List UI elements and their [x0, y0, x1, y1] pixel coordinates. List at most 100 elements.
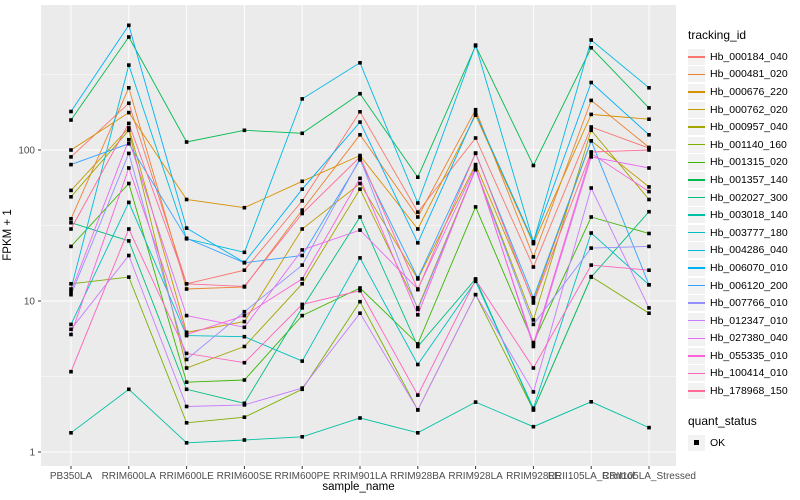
- data-point-square: [242, 344, 247, 349]
- data-point-square: [358, 187, 362, 191]
- data-point-square: [647, 197, 651, 202]
- data-point-square: [127, 227, 131, 231]
- data-point-square: [184, 313, 189, 318]
- legend-item: Hb_002027_300: [688, 189, 800, 207]
- data-point-square: [127, 141, 131, 146]
- data-point-square: [531, 299, 536, 303]
- panel-background: [41, 5, 676, 466]
- legend-item: Hb_000762_020: [688, 101, 800, 119]
- y-tick-label: 10: [24, 297, 36, 308]
- data-point-square: [127, 86, 131, 90]
- line-swatch-icon: [688, 355, 705, 357]
- data-point-square: [184, 197, 189, 202]
- data-point-square: [69, 369, 73, 374]
- data-point-square: [242, 438, 247, 442]
- data-point-square: [358, 215, 362, 219]
- data-point-square: [127, 126, 131, 130]
- line-swatch-icon: [688, 320, 705, 322]
- data-point-square: [184, 287, 189, 291]
- line-swatch-icon: [688, 144, 705, 146]
- data-point-square: [242, 378, 247, 382]
- legend-key: [688, 277, 705, 294]
- legend-item: Hb_055335_010: [688, 347, 800, 365]
- data-point-square: [242, 309, 247, 314]
- data-point-square: [589, 246, 593, 250]
- data-point-square: [416, 408, 420, 412]
- data-point-square: [589, 46, 593, 50]
- data-point-square: [69, 217, 73, 221]
- data-point-square: [184, 380, 189, 384]
- data-point-square: [127, 200, 131, 205]
- legend-item: Hb_001315_020: [688, 154, 800, 172]
- legend-key: [688, 347, 705, 364]
- legend-item-quant-ok: OK: [688, 434, 800, 452]
- legend-key: [688, 83, 705, 100]
- data-point-square: [647, 283, 651, 287]
- legend-item: Hb_178968_150: [688, 382, 800, 400]
- x-tick-label: RRIM600LA: [102, 471, 157, 482]
- legend-key: [688, 207, 705, 224]
- data-point-square: [647, 244, 651, 249]
- data-point-square: [589, 400, 593, 404]
- line-swatch-icon: [688, 179, 705, 181]
- square-marker-icon: [694, 440, 699, 446]
- data-point-square: [531, 296, 536, 300]
- line-swatch-icon: [688, 73, 705, 76]
- data-point-square: [647, 145, 651, 150]
- legend-item-label: Hb_003777_180: [710, 226, 788, 239]
- data-point-square: [358, 155, 362, 159]
- data-point-square: [647, 209, 651, 214]
- line-swatch-icon: [688, 337, 705, 339]
- data-point-square: [416, 210, 420, 214]
- legend-item: Hb_001357_140: [688, 171, 800, 189]
- data-point-square: [647, 311, 651, 315]
- data-point-square: [416, 431, 420, 435]
- data-point-square: [589, 150, 593, 154]
- data-point-square: [416, 287, 420, 292]
- x-tick-label: RRII105LA_Stressed: [602, 471, 696, 482]
- legend-item: Hb_000676_220: [688, 83, 800, 101]
- data-point-square: [127, 121, 131, 126]
- data-point-square: [242, 250, 247, 255]
- data-point-square: [242, 415, 247, 419]
- y-tick-label: 100: [18, 146, 35, 157]
- data-point-square: [127, 387, 131, 392]
- data-point-square: [69, 292, 73, 297]
- data-point-square: [184, 404, 189, 409]
- data-point-square: [127, 128, 131, 133]
- x-axis-title: sample_name: [322, 481, 395, 493]
- line-swatch-icon: [688, 267, 705, 269]
- data-point-square: [69, 109, 73, 114]
- legend-item: Hb_006120_200: [688, 277, 800, 295]
- legend-item: Hb_004286_040: [688, 242, 800, 260]
- data-point-square: [647, 133, 651, 137]
- legend-item-label: Hb_000184_040: [710, 50, 788, 63]
- data-point-square: [300, 208, 304, 212]
- data-point-square: [589, 231, 593, 235]
- data-point-square: [242, 128, 247, 133]
- legend-key: [688, 154, 705, 171]
- legend-gap: [688, 400, 800, 414]
- data-point-square: [242, 313, 247, 318]
- legend: tracking_id Hb_000184_040 Hb_000481_020 Hb…: [688, 28, 800, 451]
- legend-item: Hb_001140_160: [688, 136, 800, 154]
- data-point-square: [184, 366, 189, 370]
- data-point-square: [127, 253, 131, 258]
- legend-key: [688, 383, 705, 400]
- data-point-square: [358, 256, 362, 260]
- data-point-square: [69, 290, 73, 294]
- data-point-square: [300, 131, 304, 136]
- data-point-square: [242, 261, 247, 265]
- x-tick-label: RRIM600LE: [159, 471, 214, 482]
- data-point-square: [300, 282, 304, 286]
- data-point-square: [184, 140, 189, 144]
- data-point-square: [416, 362, 420, 367]
- data-point-square: [589, 38, 593, 42]
- data-point-square: [473, 292, 478, 297]
- data-point-square: [300, 199, 304, 203]
- data-point-square: [589, 275, 593, 279]
- legend-key: [688, 365, 705, 382]
- legend-key: [688, 312, 705, 329]
- data-point-square: [184, 441, 189, 445]
- data-point-square: [127, 35, 131, 39]
